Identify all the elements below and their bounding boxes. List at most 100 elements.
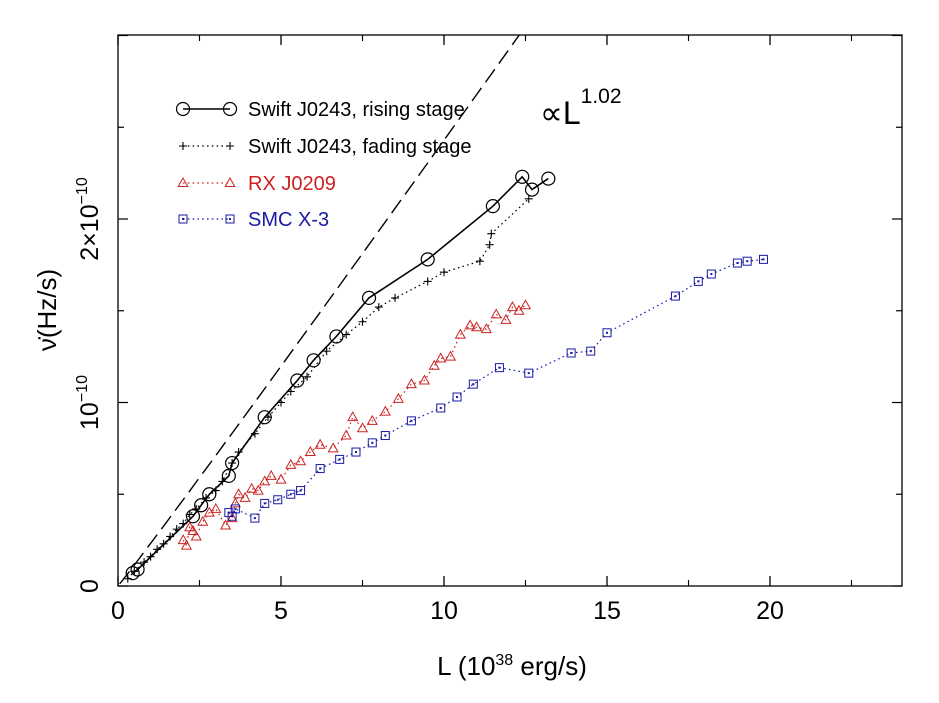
data-point [435, 352, 447, 363]
data-point [290, 373, 305, 388]
data-point [506, 301, 519, 312]
data-point [423, 277, 432, 286]
data-point-dot [231, 515, 234, 518]
data-point [259, 475, 271, 486]
series-2 [177, 299, 532, 550]
data-point [379, 405, 391, 416]
data-point [303, 372, 312, 381]
data-point [693, 276, 703, 286]
series-line [228, 258, 764, 519]
legend: Swift J0243, rising stage Swift J0243, fa… [175, 99, 471, 231]
data-point [314, 438, 326, 449]
data-point-dot [263, 502, 266, 505]
data-point [159, 539, 168, 548]
data-point-dot [746, 260, 749, 263]
data-point [192, 504, 201, 513]
x-tick-label: 15 [593, 597, 621, 625]
series-layer [123, 169, 768, 583]
data-point [166, 532, 175, 541]
series-1 [123, 194, 533, 583]
legend-entry: Swift J0243, fading stage [179, 136, 471, 158]
data-point [732, 258, 742, 268]
data-point-dot [289, 493, 292, 496]
data-point [179, 519, 188, 528]
data-point [358, 317, 367, 326]
data-point [758, 254, 768, 264]
data-point-dot [456, 395, 459, 398]
data-point [296, 486, 306, 496]
data-point [202, 493, 211, 502]
data-point [406, 416, 416, 426]
data-point-dot [371, 441, 374, 444]
legend-entry: Swift J0243, rising stage [175, 99, 465, 121]
fit-line-layer [119, 35, 521, 585]
x-axis-title: L (1038 erg/s) [437, 651, 587, 681]
data-point [494, 363, 504, 373]
data-point [670, 291, 680, 301]
x-tick-label: 5 [274, 597, 288, 625]
data-point [180, 539, 193, 550]
legend-marker [175, 101, 191, 117]
data-point [286, 387, 295, 396]
data-point [187, 524, 199, 535]
data-point [374, 303, 383, 312]
axis-tick-labels: 0 5 10 15 20 0 10−10 2×10−10 [74, 177, 784, 625]
data-point [380, 431, 390, 441]
y-tick-label: 0 [76, 579, 104, 593]
data-point [524, 194, 533, 203]
data-point-dot [439, 407, 442, 410]
data-point [742, 256, 752, 266]
data-point [468, 379, 478, 389]
data-point [464, 319, 476, 330]
data-point [185, 510, 194, 519]
data-point [470, 321, 483, 332]
data-point [250, 429, 259, 438]
fit-annotation: ∝L1.02 [540, 85, 622, 131]
data-point [405, 378, 418, 389]
data-point [146, 552, 155, 561]
data-point [392, 392, 404, 403]
data-point [485, 199, 500, 214]
data-point [420, 252, 435, 267]
data-point [356, 422, 369, 433]
data-point [519, 299, 532, 310]
data-point [342, 330, 351, 339]
data-point [487, 229, 496, 238]
data-point-dot [319, 467, 322, 470]
legend-marker [222, 101, 238, 117]
legend-label: Swift J0243, fading stage [248, 136, 471, 158]
data-point [210, 502, 222, 513]
data-point [480, 323, 492, 334]
axis-ticks [117, 34, 902, 587]
data-point-dot [736, 262, 739, 265]
data-point [706, 269, 716, 279]
data-point [367, 438, 377, 448]
data-point [440, 268, 448, 277]
data-point [263, 413, 272, 422]
y-tick-label: 2×10−10 [74, 177, 104, 261]
data-point [490, 308, 502, 319]
data-point [273, 495, 283, 505]
data-point [347, 411, 359, 422]
data-point-dot [498, 366, 501, 369]
data-point [500, 313, 512, 324]
data-point [153, 545, 162, 554]
data-point [260, 498, 270, 508]
data-point [227, 511, 237, 521]
data-point [351, 447, 361, 457]
data-point [194, 498, 209, 513]
data-point [515, 169, 530, 184]
data-point-dot [762, 258, 765, 261]
data-point [246, 482, 258, 493]
data-point [250, 513, 260, 523]
legend-marker-dot [182, 218, 184, 220]
data-point [335, 454, 345, 464]
data-point [233, 488, 245, 499]
x-tick-label: 20 [756, 597, 784, 625]
data-point [436, 403, 446, 413]
fit-line [119, 35, 521, 585]
data-point [123, 574, 132, 583]
data-point-dot [234, 507, 237, 510]
data-point [524, 368, 534, 378]
